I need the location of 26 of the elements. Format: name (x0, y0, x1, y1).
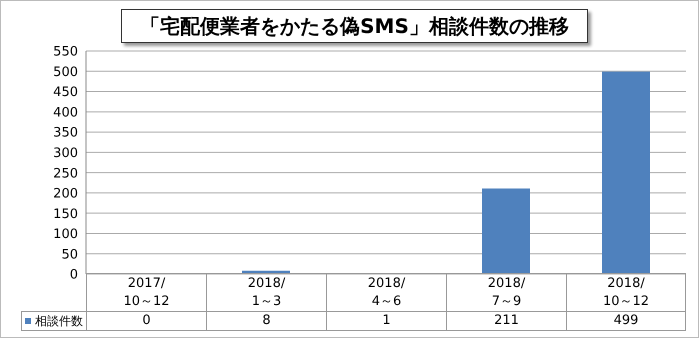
y-tick-label: 550 (53, 44, 78, 60)
y-tick-label: 100 (53, 227, 78, 242)
y-tick-label: 350 (53, 126, 78, 141)
data-label: 211 (446, 312, 566, 330)
y-tick-label: 450 (53, 85, 78, 100)
chart-title: 「宅配便業者をかたる偽SMS」相談件数の推移 (121, 9, 588, 43)
bar (602, 72, 650, 274)
bar (482, 188, 530, 274)
y-tick-label: 0 (70, 268, 78, 283)
x-tick-label: 2017/10～12 (87, 275, 206, 311)
data-label: 0 (86, 312, 206, 330)
y-tick-label: 150 (53, 206, 78, 222)
data-label: 499 (566, 312, 686, 330)
x-tick-label: 2018/1～3 (207, 275, 326, 311)
x-tick-label: 2018/7～9 (447, 275, 566, 311)
legend-label: 相談件数 (35, 312, 83, 330)
y-tick-label: 50 (61, 247, 78, 262)
data-label: 1 (326, 312, 446, 330)
x-tick-label: 2018/10～12 (567, 275, 685, 311)
y-tick-label: 400 (53, 105, 78, 120)
x-tick-label: 2018/4～6 (327, 275, 446, 311)
data-label: 8 (206, 312, 326, 330)
y-tick-label: 500 (53, 64, 78, 80)
y-tick-label: 300 (53, 146, 78, 161)
y-tick-label: 200 (53, 186, 78, 202)
y-tick-label: 250 (53, 166, 78, 182)
